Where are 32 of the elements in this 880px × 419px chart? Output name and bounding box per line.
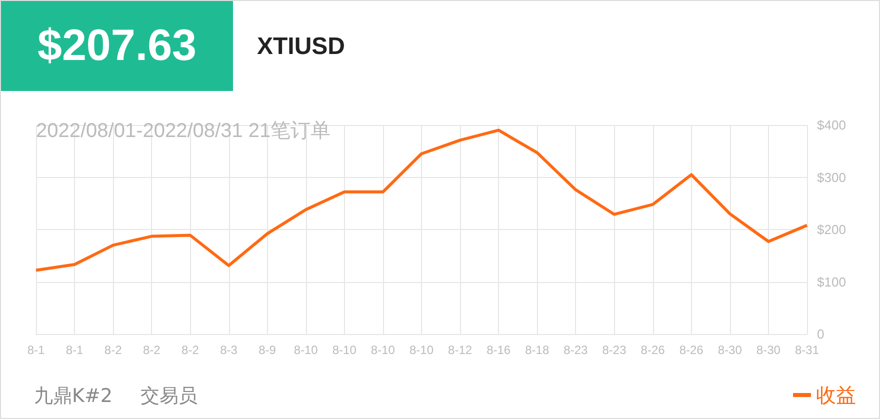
- x-tick-label: 8-9: [258, 343, 276, 357]
- x-tick-label: 8-31: [794, 343, 820, 357]
- x-tick-label: 8-10: [294, 343, 318, 357]
- text: 九鼎K#2: [34, 385, 112, 407]
- x-tick-label: 8-2: [182, 343, 200, 357]
- legend-label: 收益: [816, 383, 856, 407]
- x-tick-label: 8-23: [602, 343, 627, 357]
- x-tick-label: 8-1: [27, 343, 45, 357]
- x-tick-label: 8-1: [66, 343, 84, 357]
- y-tick-label: $400: [817, 118, 846, 132]
- x-tick-label: 8-2: [104, 343, 122, 357]
- x-tick-label: 8-10: [332, 343, 357, 357]
- y-tick-label: 0: [817, 326, 824, 342]
- x-tick-label: 8-26: [640, 343, 666, 357]
- y-tick-label: $200: [817, 222, 846, 237]
- x-tick-label: 8-23: [564, 343, 588, 357]
- x-tick-label: 8-30: [756, 343, 781, 357]
- x-tick-label: 8-3: [220, 343, 238, 357]
- x-tick-label: 8-12: [448, 343, 472, 357]
- x-tick-label: 8-26: [679, 343, 704, 357]
- x-tick-label: 8-30: [718, 343, 742, 357]
- chart-subtitle: XTIUSD: [257, 33, 346, 61]
- x-tick-label: 8-10: [370, 343, 396, 357]
- annotation: 2022/08/01-2022/08/31 21笔订单: [36, 119, 331, 144]
- x-tick-label: 8-16: [486, 343, 511, 357]
- y-tick-label: $300: [817, 170, 846, 185]
- y-tick-label: $100: [817, 274, 846, 290]
- x-tick-label: 8-2: [142, 343, 161, 357]
- x-tick-label: 8-18: [525, 343, 550, 357]
- text: 交易员: [140, 385, 198, 407]
- x-tick-label: 8-10: [409, 343, 434, 357]
- chart-title: $207.63: [1, 1, 233, 91]
